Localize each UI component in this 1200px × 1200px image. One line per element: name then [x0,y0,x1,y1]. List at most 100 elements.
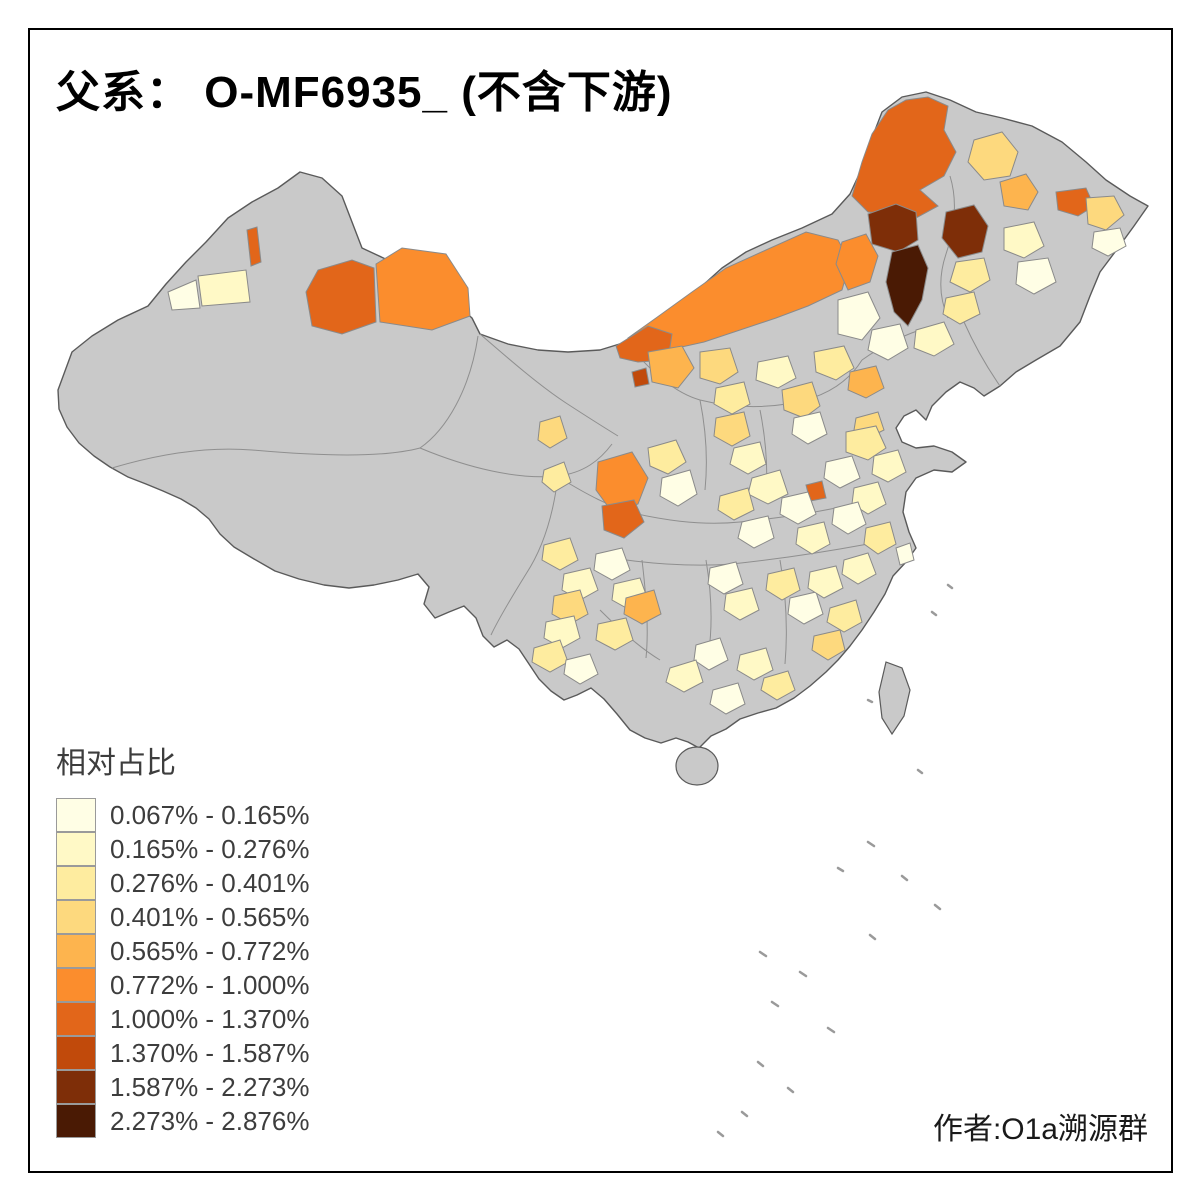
map-region [787,591,824,625]
legend-label: 1.587% - 2.273% [110,1071,310,1102]
legend-row: 1.370% - 1.587% [56,1036,309,1070]
map-region [713,381,751,415]
legend-swatch [56,934,96,968]
legend-label: 1.000% - 1.370% [110,1003,310,1034]
map-region [543,615,581,649]
map-region [647,345,695,389]
colored-regions [167,96,1127,715]
legend-label: 0.772% - 1.000% [110,969,310,1000]
map-region [665,659,704,693]
legend-swatch [56,1002,96,1036]
map-region [781,381,821,419]
map-region [593,547,631,581]
map-region [851,481,887,515]
map-region [941,204,989,259]
map-region [709,682,746,715]
map-region [779,491,817,525]
map-region [949,257,991,293]
map-region [707,561,744,595]
map-region [811,629,846,661]
map-region [913,321,955,357]
legend-label: 2.273% - 2.876% [110,1105,310,1136]
map-region [760,670,796,701]
south-china-sea-islands [716,583,954,1138]
legend-swatch [56,1070,96,1104]
map-region [755,355,797,389]
map-region [699,347,739,385]
map-region [246,226,262,267]
legend-swatch [56,900,96,934]
map-region [863,521,897,555]
map-region [895,542,915,566]
map-region [867,203,919,253]
map-region [999,173,1039,211]
legend-row: 0.772% - 1.000% [56,968,309,1002]
map-region [723,587,760,621]
map-region [647,439,687,475]
legend-label: 0.276% - 0.401% [110,867,310,898]
map-region [631,367,650,388]
map-region [835,233,879,291]
map-region [595,451,649,513]
map-base [57,91,1149,786]
map-region [623,589,662,625]
map-region [551,589,589,625]
map-region [375,247,471,331]
map-region [167,279,201,311]
legend: 相对占比 0.067% - 0.165% 0.165% - 0.276% 0.276… [56,738,309,1138]
legend-swatch [56,1036,96,1070]
map-region [791,411,828,445]
legend-row: 0.565% - 0.772% [56,934,309,968]
legend-row: 1.587% - 2.273% [56,1070,309,1104]
legend-row: 2.273% - 2.876% [56,1104,309,1138]
map-region [717,487,755,521]
legend-label: 0.401% - 0.565% [110,901,310,932]
map-region [841,552,877,585]
legend-swatch [56,1104,96,1138]
legend-row: 1.000% - 1.370% [56,1002,309,1036]
map-region [871,449,907,483]
legend-swatch [56,968,96,1002]
map-region [813,345,855,381]
legend-rows: 0.067% - 0.165% 0.165% - 0.276% 0.276% - 0… [56,798,309,1138]
map-region [197,269,251,307]
legend-row: 0.067% - 0.165% [56,798,309,832]
legend-label: 0.067% - 0.165% [110,799,310,830]
map-region [765,567,801,601]
map-region [713,411,751,447]
map-region [729,441,767,475]
legend-row: 0.401% - 0.565% [56,900,309,934]
map-region [1085,195,1125,231]
legend-row: 0.276% - 0.401% [56,866,309,900]
legend-swatch [56,866,96,900]
legend-label: 1.370% - 1.587% [110,1037,310,1068]
legend-label: 0.565% - 0.772% [110,935,310,966]
map-region [541,461,572,493]
map-region [807,565,844,599]
legend-row: 0.165% - 0.276% [56,832,309,866]
hainan-island [675,746,719,786]
legend-swatch [56,832,96,866]
attribution-text: 作者:O1a溯源群 [932,1113,1148,1146]
map-region [826,599,863,633]
china-mainland-shape [57,91,1149,749]
map-region [601,499,645,539]
legend-title: 相对占比 [56,747,176,780]
map-region [795,521,831,555]
map-region [1015,257,1057,295]
map-region [563,653,599,685]
map-region [693,637,729,671]
map-region [531,639,569,673]
map-region [737,515,775,549]
map-region [1091,227,1127,257]
map-region [823,455,861,489]
map-region [831,501,867,535]
map-region [659,469,698,507]
legend-label: 0.165% - 0.276% [110,833,310,864]
legend-swatch [56,798,96,832]
map-region [885,244,929,327]
map-region [942,291,981,325]
map-region [967,131,1019,181]
